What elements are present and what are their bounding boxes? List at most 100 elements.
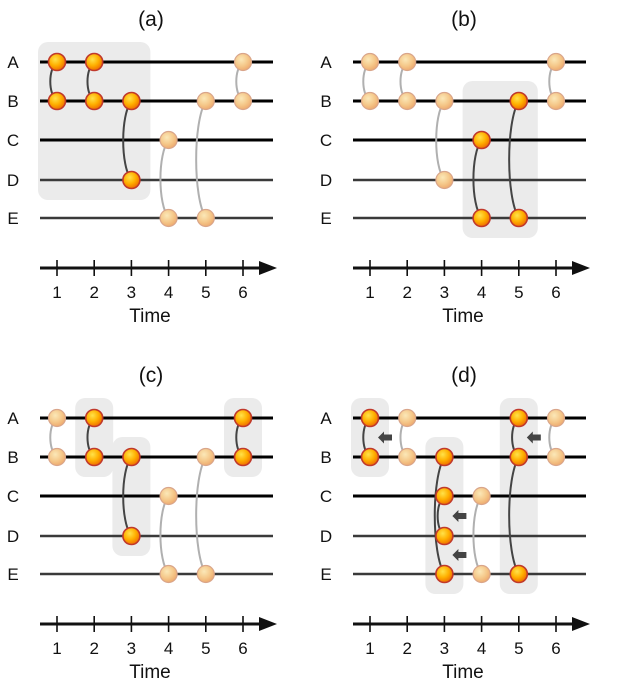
event-node-faded [398, 408, 417, 428]
event-node-active [509, 447, 529, 467]
time-tick-label: 6 [551, 639, 560, 658]
event-node-faded [398, 91, 417, 111]
time-axis-arrowhead-icon [259, 261, 277, 275]
time-tick-label: 3 [440, 283, 449, 302]
event-node-faded [435, 91, 454, 111]
left-arrow-icon [378, 431, 392, 444]
panel-b: (b) A B C DE 1 2 3 4 5 6 Time [320, 8, 590, 327]
lane-label-b: B [320, 448, 331, 467]
event-node-faded [546, 91, 566, 111]
event-node-active [435, 564, 454, 584]
event-node-faded [196, 91, 215, 111]
event-node-active [47, 52, 67, 72]
event-node-faded [398, 447, 417, 467]
time-tick-label: 2 [89, 283, 98, 302]
event-node-active [472, 130, 491, 150]
highlight-box [38, 42, 151, 200]
edge-arc [508, 100, 520, 219]
event-node-active [122, 447, 141, 467]
event-node-faded [233, 91, 253, 111]
edge-arc [433, 456, 446, 575]
event-node-active [122, 526, 141, 546]
event-node-active [84, 91, 104, 111]
lane-label-a: A [320, 409, 332, 428]
edge-arc [195, 456, 207, 575]
event-node-active [509, 208, 529, 228]
event-node-active [233, 408, 253, 428]
event-node-active [435, 526, 454, 546]
panel-title: (b) [451, 8, 477, 31]
lane-label-c: C [7, 131, 19, 150]
event-node-active [233, 447, 253, 467]
lane-label-c: C [320, 131, 332, 150]
lane-label-d: D [320, 527, 332, 546]
event-node-active [435, 486, 454, 506]
edge-arc [508, 456, 520, 575]
lane-label-b: B [7, 92, 18, 111]
time-tick-label: 3 [440, 639, 449, 658]
event-node-faded [360, 52, 380, 72]
event-node-faded [472, 564, 491, 584]
axis-title: Time [442, 662, 484, 683]
time-tick-label: 5 [201, 639, 210, 658]
left-arrow-icon [526, 431, 541, 444]
time-tick-label: 4 [477, 639, 486, 658]
event-node-faded [360, 91, 380, 111]
time-tick-label: 2 [402, 283, 411, 302]
time-tick-label: 1 [365, 639, 374, 658]
event-node-faded [196, 208, 215, 228]
event-node-faded [233, 52, 253, 72]
time-tick-label: 6 [551, 283, 560, 302]
event-node-faded [196, 564, 215, 584]
lane-label-c: C [320, 487, 332, 506]
lane-label-e: E [320, 565, 331, 584]
time-axis-arrowhead-icon [572, 617, 590, 631]
lane-label-d: D [320, 171, 332, 190]
event-node-active [509, 91, 529, 111]
event-node-active [122, 170, 141, 190]
time-tick-label: 2 [89, 639, 98, 658]
time-axis-arrowhead-icon [572, 261, 590, 275]
panel-title: (a) [138, 8, 164, 31]
time-tick-label: 1 [52, 283, 61, 302]
lane-label-e: E [7, 209, 18, 228]
event-node-faded [546, 52, 566, 72]
event-node-faded [47, 447, 67, 467]
event-node-faded [546, 408, 566, 428]
time-tick-label: 1 [52, 639, 61, 658]
time-tick-label: 5 [514, 283, 523, 302]
event-node-faded [159, 564, 178, 584]
event-node-active [509, 408, 529, 428]
time-tick-label: 4 [164, 283, 173, 302]
lane-label-d: D [7, 527, 19, 546]
panel-title: (c) [139, 364, 164, 387]
event-node-active [122, 91, 141, 111]
time-tick-label: 3 [127, 283, 136, 302]
event-node-faded [47, 408, 67, 428]
event-node-active [84, 408, 104, 428]
time-tick-label: 6 [238, 639, 247, 658]
left-arrow-icon [452, 549, 467, 561]
time-tick-label: 6 [238, 283, 247, 302]
lane-label-a: A [320, 53, 332, 72]
lane-label-a: A [7, 53, 19, 72]
edge-arc [195, 100, 207, 219]
event-node-active [509, 564, 529, 584]
event-node-active [47, 91, 67, 111]
lane-label-d: D [7, 171, 19, 190]
time-tick-label: 5 [201, 283, 210, 302]
event-node-faded [472, 486, 491, 506]
lane-label-e: E [7, 565, 18, 584]
event-node-faded [546, 447, 566, 467]
left-arrow-icon [452, 510, 467, 522]
panel-title: (d) [451, 364, 477, 387]
time-axis-arrowhead-icon [259, 617, 277, 631]
panel-a: (a) A B C DE 1 2 3 4 5 6 Time [7, 8, 277, 327]
lane-label-a: A [7, 409, 19, 428]
event-node-faded [196, 447, 215, 467]
lane-label-c: C [7, 487, 19, 506]
lane-label-b: B [7, 448, 18, 467]
axis-title: Time [129, 306, 171, 327]
